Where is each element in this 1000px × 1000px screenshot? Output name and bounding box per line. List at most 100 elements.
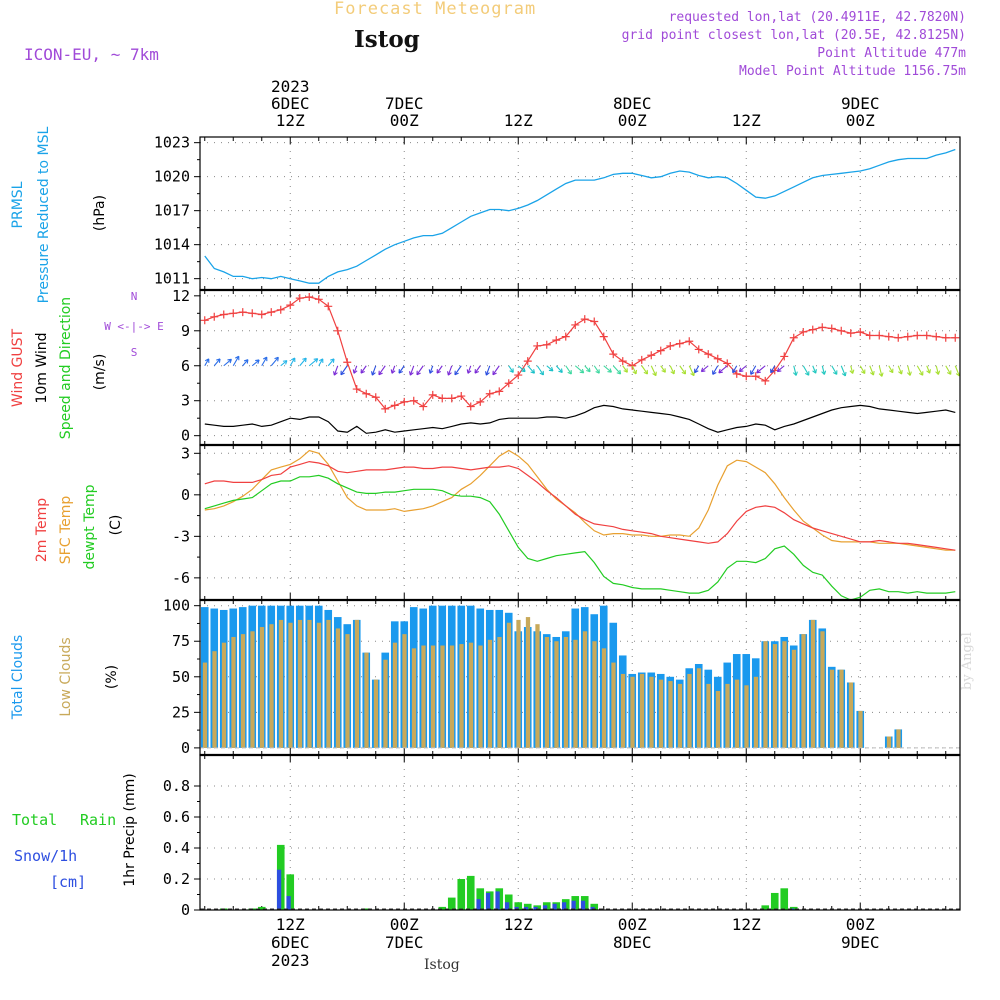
pressure-line <box>204 148 956 284</box>
wind-title-speed: Speed and Direction <box>58 297 74 439</box>
low-cloud-bar <box>734 679 740 748</box>
wind-direction-arrow <box>897 365 903 375</box>
low-cloud-bar <box>278 619 284 748</box>
rain-bar <box>286 874 295 910</box>
low-cloud-bar <box>364 652 369 748</box>
gust-marker <box>466 402 475 411</box>
wind-arrow-head <box>906 371 912 376</box>
wind-arrow-head <box>652 371 657 377</box>
wind-arrow-head <box>898 370 903 375</box>
low-cloud-bar <box>791 649 797 748</box>
low-cloud-bar <box>402 634 407 748</box>
cloud-title-total: Total Clouds <box>10 635 26 720</box>
gust-marker <box>761 376 770 385</box>
gust-marker <box>362 389 371 398</box>
wind-arrow-head <box>750 370 755 375</box>
low-cloud-bar <box>487 639 493 748</box>
gust-marker <box>514 371 523 380</box>
wind-direction-arrow <box>251 359 260 367</box>
y-tick-label: 50 <box>172 668 190 686</box>
model-altitude: Model Point Altitude 1156.75m <box>739 64 966 79</box>
gust-marker <box>276 305 285 314</box>
bottom-day-label: 9DEC <box>841 933 880 952</box>
wind-arrow-head <box>849 369 855 374</box>
wind-direction-arrow <box>371 365 377 376</box>
wind-arrow-head <box>378 370 383 376</box>
wind-arrow-head <box>409 371 414 376</box>
gust-marker <box>675 339 684 348</box>
wind-direction-arrow <box>565 365 572 375</box>
wind-arrow-head <box>770 368 775 374</box>
gust-marker <box>447 394 456 403</box>
snow-bar <box>286 896 291 910</box>
gust-marker <box>685 337 694 346</box>
wind-arrow-head <box>878 372 884 377</box>
y-tick-label: 1023 <box>154 134 190 152</box>
wind-arrow-head <box>792 371 798 376</box>
wind-arrow-head <box>738 367 744 373</box>
gust-marker <box>704 350 713 359</box>
wind-direction-arrow <box>436 365 443 374</box>
wind-arrow-head <box>694 368 699 374</box>
wind-arrow-head <box>243 359 249 364</box>
gust-marker <box>808 325 817 334</box>
wind-arrow-head <box>595 369 600 374</box>
snow-bar <box>476 899 481 910</box>
wind-arrow-head <box>333 371 338 376</box>
wind-direction-arrow <box>474 365 481 374</box>
wind-direction-arrow <box>454 365 462 376</box>
wind-arrow-head <box>681 369 687 375</box>
snow-bar <box>514 906 519 910</box>
low-cloud-bar <box>535 624 540 748</box>
gust-marker <box>495 387 504 396</box>
wind-arrow-head <box>485 371 490 376</box>
grid-point-coords: grid point closest lon,lat (20.5E, 42.81… <box>621 28 966 43</box>
low-cloud-bar <box>886 736 892 748</box>
snow-bar <box>485 892 491 910</box>
wind-direction-arrow <box>712 365 719 375</box>
y-tick-label: -6 <box>172 569 190 587</box>
gust-marker <box>884 332 893 341</box>
y-tick-label: 3 <box>181 444 190 462</box>
bottom-day-label: 7DEC <box>385 933 424 952</box>
wind-direction-arrow <box>555 365 563 373</box>
wind-arrow-head <box>918 371 924 376</box>
gust-marker <box>305 292 314 301</box>
wind-arrow-head <box>204 358 210 363</box>
snow-bar <box>590 906 595 910</box>
gust-marker <box>903 332 912 341</box>
snow-bar <box>789 908 795 910</box>
wind-direction-arrow <box>327 358 335 367</box>
wind-direction-arrow <box>204 358 210 367</box>
gust-marker <box>780 352 789 361</box>
wind-arrow-head <box>282 360 288 365</box>
top-day-label: 9DEC <box>841 94 880 113</box>
low-cloud-bar <box>725 683 730 748</box>
low-cloud-bar <box>497 636 502 748</box>
low-cloud-bar <box>516 619 521 748</box>
point-altitude: Point Altitude 477m <box>817 46 966 61</box>
wind-direction-arrow <box>391 365 396 374</box>
wind-arrow-head <box>274 356 279 362</box>
wind-direction-arrow <box>447 365 453 376</box>
gust-marker <box>409 396 418 405</box>
wind-direction-arrow <box>694 365 700 373</box>
y-tick-label: -3 <box>172 527 190 545</box>
wind-title-gust: Wind GUST <box>10 328 26 407</box>
low-cloud-bar <box>573 639 578 748</box>
low-cloud-bar <box>345 634 350 748</box>
gust-marker <box>561 332 570 341</box>
wind-direction-arrow <box>756 365 766 374</box>
low-cloud-bar <box>354 619 360 748</box>
top-day-label: 8DEC <box>613 94 652 113</box>
wind-direction-arrow <box>926 365 931 374</box>
wind-arrow-head <box>318 358 324 363</box>
low-cloud-bar <box>231 636 236 748</box>
wind-arrow-head <box>643 369 649 375</box>
gust-marker <box>732 369 741 378</box>
low-cloud-bar <box>421 645 426 748</box>
wind-arrow-head <box>530 369 535 374</box>
wind-direction-arrow <box>467 365 472 374</box>
requested-coords: requested lon,lat (20.4911E, 42.7820N) <box>668 10 966 25</box>
wind-direction-arrow <box>270 356 279 367</box>
